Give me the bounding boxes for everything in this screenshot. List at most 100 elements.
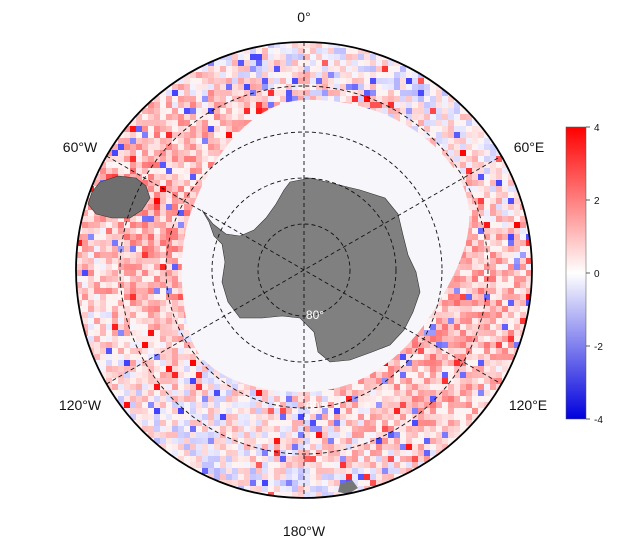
anomaly-cell bbox=[376, 54, 382, 60]
anomaly-cell bbox=[112, 270, 118, 276]
anomaly-cell bbox=[424, 384, 430, 390]
anomaly-cell bbox=[418, 336, 424, 342]
anomaly-cell bbox=[148, 204, 154, 210]
anomaly-cell bbox=[190, 132, 196, 138]
anomaly-cell bbox=[316, 66, 322, 72]
anomaly-cell bbox=[244, 408, 250, 414]
anomaly-cell bbox=[292, 90, 298, 96]
anomaly-cell bbox=[130, 300, 136, 306]
anomaly-cell bbox=[316, 438, 322, 444]
anomaly-cell bbox=[292, 468, 298, 474]
anomaly-cell bbox=[298, 450, 304, 456]
anomaly-cell bbox=[154, 420, 160, 426]
anomaly-cell bbox=[184, 90, 190, 96]
anomaly-cell bbox=[136, 318, 142, 324]
anomaly-cell bbox=[412, 336, 418, 342]
anomaly-cell bbox=[424, 456, 430, 462]
anomaly-cell bbox=[82, 312, 88, 318]
anomaly-cell bbox=[88, 240, 94, 246]
anomaly-cell bbox=[172, 354, 178, 360]
anomaly-cell bbox=[130, 330, 136, 336]
anomaly-cell bbox=[328, 456, 334, 462]
anomaly-cell bbox=[196, 432, 202, 438]
anomaly-cell bbox=[136, 378, 142, 384]
anomaly-cell bbox=[100, 300, 106, 306]
anomaly-cell bbox=[244, 90, 250, 96]
anomaly-cell bbox=[406, 378, 412, 384]
anomaly-cell bbox=[478, 300, 484, 306]
anomaly-cell bbox=[268, 408, 274, 414]
anomaly-cell bbox=[406, 120, 412, 126]
anomaly-cell bbox=[460, 132, 466, 138]
anomaly-cell bbox=[178, 282, 184, 288]
anomaly-cell bbox=[346, 72, 352, 78]
anomaly-cell bbox=[472, 162, 478, 168]
anomaly-cell bbox=[172, 90, 178, 96]
anomaly-cell bbox=[238, 78, 244, 84]
anomaly-cell bbox=[226, 444, 232, 450]
anomaly-cell bbox=[130, 138, 136, 144]
anomaly-cell bbox=[142, 390, 148, 396]
anomaly-cell bbox=[178, 78, 184, 84]
anomaly-cell bbox=[196, 408, 202, 414]
anomaly-cell bbox=[148, 396, 154, 402]
anomaly-cell bbox=[406, 108, 412, 114]
anomaly-cell bbox=[142, 120, 148, 126]
anomaly-cell bbox=[472, 264, 478, 270]
anomaly-cell bbox=[484, 156, 490, 162]
anomaly-cell bbox=[94, 306, 100, 312]
anomaly-cell bbox=[316, 84, 322, 90]
anomaly-cell bbox=[178, 156, 184, 162]
anomaly-cell bbox=[154, 366, 160, 372]
anomaly-cell bbox=[232, 78, 238, 84]
anomaly-cell bbox=[220, 378, 226, 384]
anomaly-cell bbox=[148, 432, 154, 438]
anomaly-cell bbox=[364, 438, 370, 444]
anomaly-cell bbox=[142, 312, 148, 318]
anomaly-cell bbox=[424, 336, 430, 342]
anomaly-cell bbox=[514, 306, 520, 312]
anomaly-cell bbox=[526, 282, 532, 288]
anomaly-cell bbox=[190, 150, 196, 156]
anomaly-cell bbox=[292, 48, 298, 54]
anomaly-cell bbox=[376, 408, 382, 414]
anomaly-cell bbox=[184, 180, 190, 186]
anomaly-cell bbox=[454, 102, 460, 108]
anomaly-cell bbox=[124, 408, 130, 414]
anomaly-cell bbox=[394, 72, 400, 78]
anomaly-cell bbox=[346, 390, 352, 396]
anomaly-cell bbox=[502, 336, 508, 342]
anomaly-cell bbox=[436, 108, 442, 114]
anomaly-cell bbox=[220, 78, 226, 84]
anomaly-cell bbox=[172, 240, 178, 246]
anomaly-cell bbox=[160, 252, 166, 258]
anomaly-cell bbox=[226, 390, 232, 396]
anomaly-cell bbox=[370, 384, 376, 390]
anomaly-cell bbox=[178, 348, 184, 354]
anomaly-cell bbox=[112, 288, 118, 294]
anomaly-cell bbox=[208, 162, 214, 168]
anomaly-cell bbox=[376, 66, 382, 72]
anomaly-cell bbox=[442, 330, 448, 336]
anomaly-cell bbox=[334, 72, 340, 78]
anomaly-cell bbox=[412, 102, 418, 108]
anomaly-cell bbox=[478, 324, 484, 330]
anomaly-cell bbox=[328, 474, 334, 480]
anomaly-cell bbox=[172, 366, 178, 372]
anomaly-cell bbox=[364, 60, 370, 66]
anomaly-cell bbox=[202, 396, 208, 402]
anomaly-cell bbox=[436, 336, 442, 342]
anomaly-cell bbox=[334, 432, 340, 438]
anomaly-cell bbox=[106, 354, 112, 360]
anomaly-cell bbox=[100, 258, 106, 264]
anomaly-cell bbox=[430, 120, 436, 126]
anomaly-cell bbox=[310, 60, 316, 66]
anomaly-cell bbox=[148, 270, 154, 276]
anomaly-cell bbox=[298, 72, 304, 78]
anomaly-cell bbox=[202, 402, 208, 408]
anomaly-cell bbox=[178, 234, 184, 240]
anomaly-cell bbox=[430, 114, 436, 120]
anomaly-cell bbox=[136, 300, 142, 306]
anomaly-cell bbox=[490, 234, 496, 240]
anomaly-cell bbox=[358, 54, 364, 60]
